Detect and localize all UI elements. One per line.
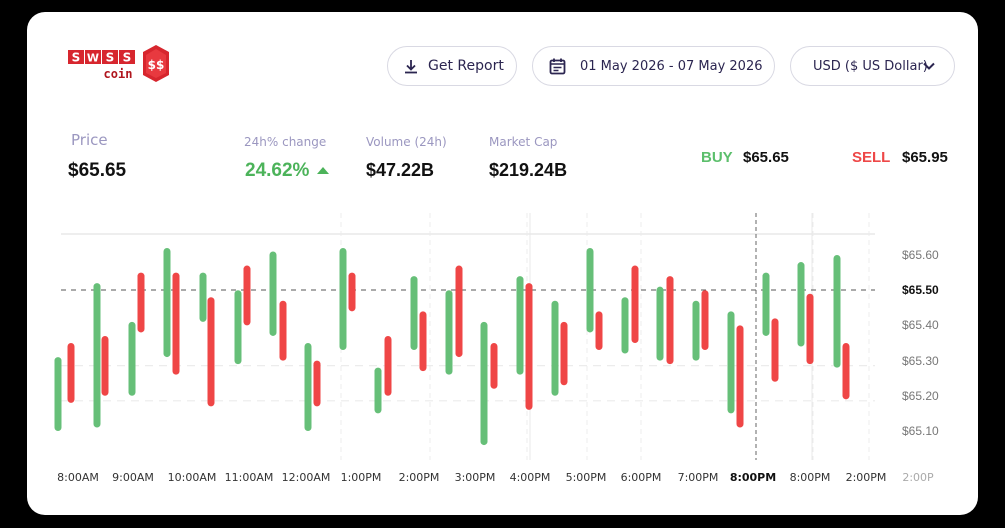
y-tick-label: $65.40: [902, 318, 939, 333]
y-tick-label: $65.30: [902, 353, 939, 368]
market-cap-label: Market Cap: [489, 135, 558, 149]
x-tick-label: 12:00AM: [281, 471, 331, 484]
buy-label: BUY: [701, 149, 733, 166]
svg-text:W: W: [87, 52, 99, 65]
date-range-label: 01 May 2026 - 07 May 2026: [580, 58, 763, 74]
x-tick-label: 11:00AM: [224, 471, 274, 484]
x-tick-label: 8:00PM: [729, 471, 777, 484]
y-tick-label: $65.50: [902, 283, 939, 298]
y-tick-label: $65.60: [902, 248, 939, 262]
y-tick-label: $65.10: [902, 424, 939, 438]
x-tick-label: 7:00PM: [677, 471, 719, 484]
dashboard-card: [27, 12, 978, 515]
currency-label: USD ($ US Dollar): [813, 58, 928, 74]
get-report-label: Get Report: [428, 58, 504, 74]
price-value: $65.65: [68, 160, 127, 181]
x-tick-label: 3:00PM: [454, 471, 496, 484]
x-tick-label: 1:00PM: [340, 471, 382, 484]
sell-price: $65.95: [902, 149, 948, 166]
x-tick-label: 10:00AM: [167, 471, 217, 484]
svg-text:S: S: [72, 51, 81, 65]
market-cap-value: $219.24B: [489, 160, 568, 180]
triangle-up-icon: [317, 167, 329, 174]
volume-value: $47.22B: [366, 160, 435, 180]
price-label: Price: [71, 131, 108, 149]
calendar-icon: [549, 58, 566, 74]
change-label: 24h% change: [244, 135, 327, 149]
volume-label: Volume (24h): [366, 135, 447, 149]
swss-coin-logo: S W S S coin $$: [68, 45, 169, 82]
y-tick-label: $65.20: [902, 388, 939, 403]
svg-text:S: S: [106, 51, 115, 65]
svg-text:coin: coin: [104, 67, 133, 81]
x-tick-label: 9:00AM: [112, 471, 154, 484]
sell-label: SELL: [852, 149, 891, 166]
get-report-button[interactable]: Get Report: [387, 46, 517, 86]
currency-dropdown[interactable]: USD ($ US Dollar): [790, 46, 955, 86]
x-tick-label: 4:00PM: [509, 471, 551, 484]
x-tick-label: 2:00PM: [398, 471, 440, 484]
x-tick-label: 6:00PM: [620, 471, 662, 484]
download-icon: [405, 59, 417, 73]
date-range-picker[interactable]: 01 May 2026 - 07 May 2026: [532, 46, 775, 86]
x-tick-label: 8:00PM: [789, 471, 831, 484]
x-tick-label: 8:00AM: [57, 471, 99, 484]
chevron-down-icon: [923, 62, 935, 70]
svg-text:S: S: [123, 51, 132, 65]
x-tick-label: 5:00PM: [565, 471, 607, 484]
svg-text:$$: $$: [148, 58, 165, 72]
x-tick-label: 2:00P: [902, 471, 934, 484]
buy-price: $65.65: [743, 149, 789, 166]
x-tick-label: 2:00PM: [845, 471, 887, 484]
change-value: 24.62%: [245, 160, 310, 181]
